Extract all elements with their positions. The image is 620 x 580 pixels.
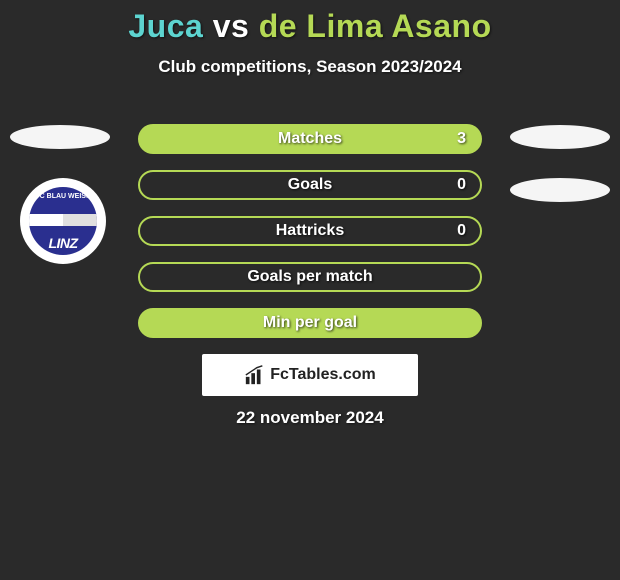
date-text: 22 november 2024 <box>0 408 620 428</box>
player2-name: de Lima Asano <box>259 8 492 44</box>
stat-bar: Hattricks 0 <box>138 216 482 246</box>
player2-club-placeholder <box>510 178 610 202</box>
player1-club-badge: FC BLAU WEISS LINZ <box>20 178 106 264</box>
vs-text: vs <box>213 8 250 44</box>
player2-avatar-placeholder <box>510 125 610 149</box>
stat-bar: Goals 0 <box>138 170 482 200</box>
stat-bar: Min per goal <box>138 308 482 338</box>
subtitle: Club competitions, Season 2023/2024 <box>0 57 620 77</box>
stat-bar: Goals per match <box>138 262 482 292</box>
club-badge-stripe <box>29 214 97 226</box>
stat-bar-value: 3 <box>457 130 466 148</box>
comparison-title: Juca vs de Lima Asano <box>0 0 620 45</box>
club-badge-bottom-text: LINZ <box>48 235 77 251</box>
stat-bar: Matches 3 <box>138 124 482 154</box>
player1-avatar-placeholder <box>10 125 110 149</box>
logo-text: FcTables.com <box>270 366 376 384</box>
stat-bar-label: Min per goal <box>263 314 357 332</box>
club-badge-top-text: FC BLAU WEISS <box>35 193 90 200</box>
stat-bar-value: 0 <box>457 222 466 240</box>
stat-bar-value: 0 <box>457 176 466 194</box>
stat-bar-label: Matches <box>278 130 342 148</box>
stat-bars: Matches 3 Goals 0 Hattricks 0 Goals per match M… <box>138 124 482 354</box>
club-badge-inner: FC BLAU WEISS LINZ <box>29 187 97 255</box>
stat-bar-label: Goals <box>288 176 332 194</box>
fctables-logo: FcTables.com <box>202 354 418 396</box>
player1-name: Juca <box>128 8 203 44</box>
chart-icon <box>244 364 266 386</box>
stat-bar-label: Goals per match <box>247 268 372 286</box>
stat-bar-label: Hattricks <box>276 222 344 240</box>
